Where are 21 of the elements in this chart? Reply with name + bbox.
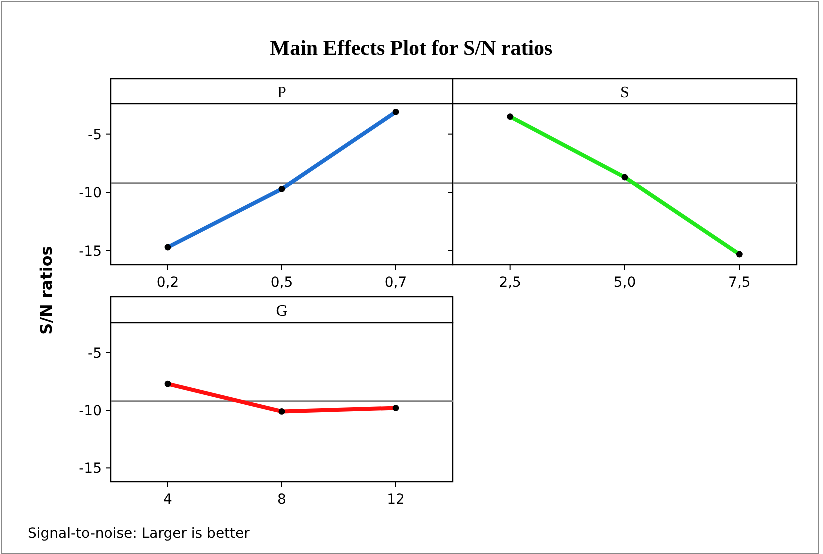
y-tick-label: -15	[79, 244, 102, 260]
x-tick-label: 12	[387, 492, 405, 508]
chart-title: Main Effects Plot for S/N ratios	[270, 36, 553, 60]
text: Signal-to-noise: Larger is better	[28, 526, 250, 542]
y-tick-label: -5	[88, 127, 102, 144]
y-tick-label: -5	[88, 346, 102, 362]
x-tick-label: 5,0	[614, 275, 636, 291]
y-tick-label: -10	[79, 404, 102, 420]
x-tick-label: 0,2	[156, 275, 180, 291]
x-axis-title: P	[278, 84, 287, 102]
y-tick-label: -15	[79, 461, 102, 478]
y-axis-title: S/N ratios	[37, 246, 56, 335]
x-tick-label: 4	[164, 492, 173, 508]
x-tick-label: 0,7	[384, 275, 408, 291]
x-tick-label: 0,5	[270, 275, 294, 291]
y-tick-label: -10	[79, 186, 102, 202]
x-tick-label: 8	[278, 492, 286, 508]
x-tick-label: 2,5	[499, 275, 522, 291]
x-axis-title: G	[276, 303, 288, 320]
x-axis-title: S	[620, 84, 630, 102]
x-tick-label: 7,5	[728, 275, 751, 291]
